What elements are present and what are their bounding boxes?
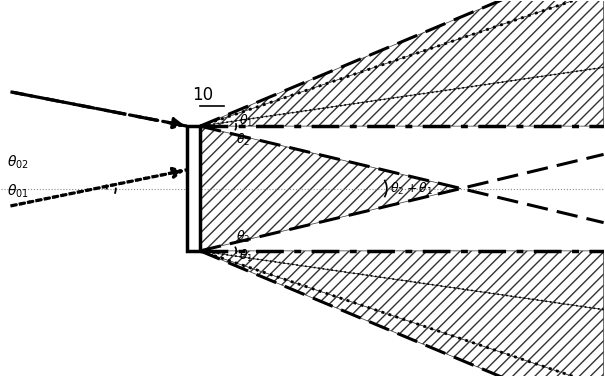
Polygon shape — [200, 67, 604, 126]
Text: $\theta_2$: $\theta_2$ — [237, 132, 250, 148]
Polygon shape — [200, 251, 604, 377]
Polygon shape — [200, 0, 604, 126]
Text: 10: 10 — [192, 86, 213, 104]
Text: $\theta_{02}$: $\theta_{02}$ — [7, 153, 29, 171]
Polygon shape — [200, 251, 604, 310]
Text: $\theta_2$: $\theta_2$ — [237, 229, 250, 245]
Text: $\theta_1$: $\theta_1$ — [239, 113, 253, 129]
Text: $\theta_1$: $\theta_1$ — [239, 248, 253, 264]
Text: $\theta_2+\theta_1$: $\theta_2+\theta_1$ — [390, 181, 433, 196]
Polygon shape — [200, 251, 604, 377]
Text: $\theta_{01}$: $\theta_{01}$ — [7, 183, 29, 200]
Bar — [187, 126, 200, 251]
Polygon shape — [200, 0, 604, 126]
Polygon shape — [200, 126, 460, 251]
